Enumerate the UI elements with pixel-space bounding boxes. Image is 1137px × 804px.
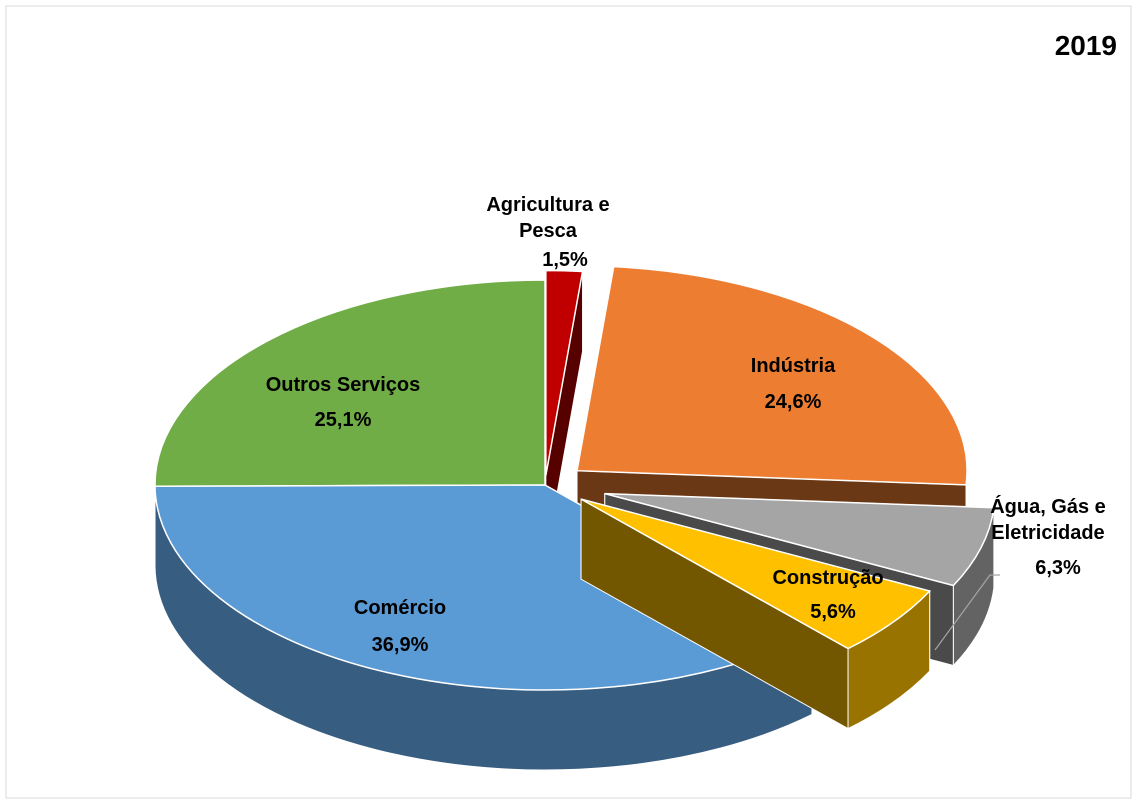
- category-label: Outros Serviços: [265, 374, 421, 396]
- value-label: 36,9%: [371, 634, 429, 656]
- slice: [154, 484, 814, 691]
- category-label: Indústria: [750, 355, 836, 377]
- value-label: 6,3%: [1035, 557, 1081, 579]
- category-label: Água, Gás e Eletricidade: [990, 496, 1106, 544]
- category-label: Construção: [772, 567, 884, 589]
- slice: [580, 498, 932, 650]
- chart-title: 2019: [1054, 30, 1117, 61]
- pie: [154, 265, 995, 771]
- value-label: 24,6%: [764, 391, 822, 413]
- value-label: 5,6%: [810, 601, 856, 623]
- category-label: Agricultura e Pesca: [486, 194, 610, 242]
- slice: [545, 269, 584, 476]
- slice: [604, 492, 995, 587]
- leader-line: [934, 574, 1000, 651]
- category-label: Comércio: [353, 597, 447, 619]
- value-label: 1,5%: [542, 249, 588, 271]
- slice: [154, 279, 546, 488]
- slice: [576, 265, 968, 486]
- value-label: 25,1%: [314, 409, 372, 431]
